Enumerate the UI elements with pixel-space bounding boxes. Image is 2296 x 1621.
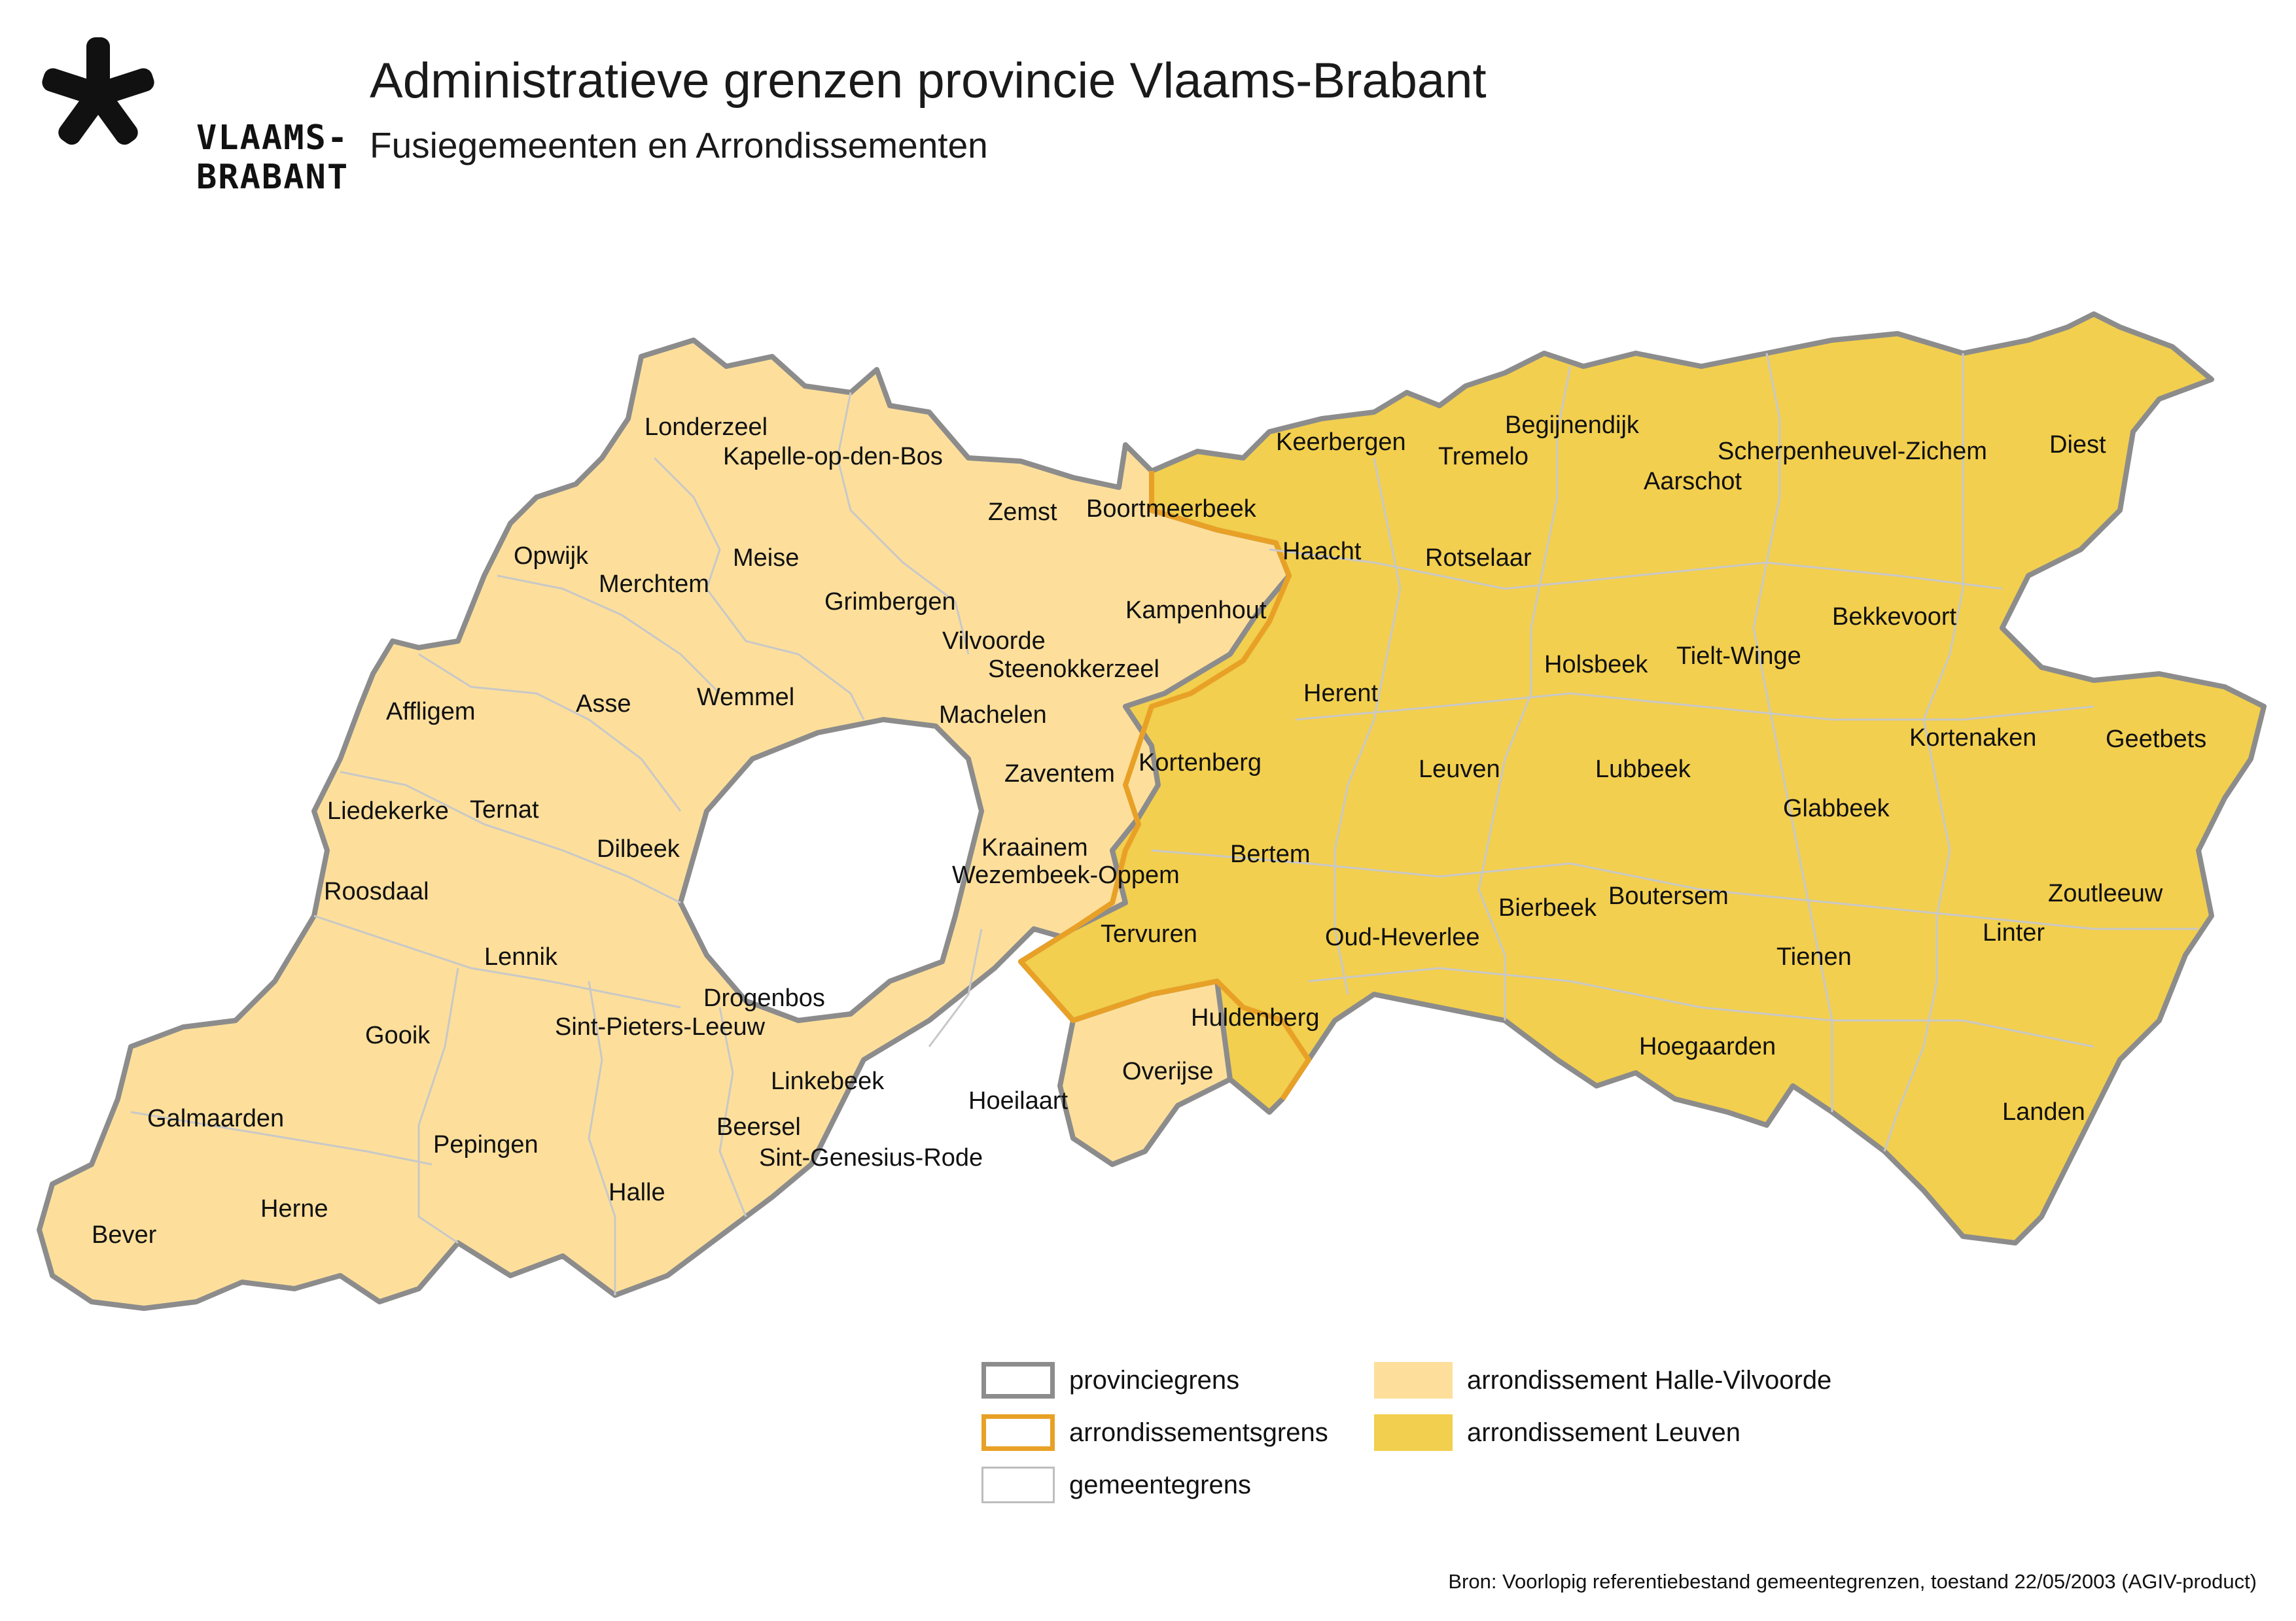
label-sint-pieters-leeuw: Sint-Pieters-Leeuw — [555, 1013, 766, 1041]
label-halle: Halle — [609, 1179, 665, 1206]
label-herent: Herent — [1303, 680, 1378, 707]
label-kraainem: Kraainem — [981, 834, 1088, 862]
label-scherpenheuvel-zichem: Scherpenheuvel-Zichem — [1718, 438, 1987, 465]
legend-item-arrondissementsgrens: arrondissementsgrens — [981, 1413, 1328, 1452]
label-herne: Herne — [260, 1195, 328, 1223]
label-wemmel: Wemmel — [697, 684, 794, 711]
label-merchtem: Merchtem — [599, 570, 709, 598]
arrondissement-boundary-line — [1018, 471, 1311, 1101]
label-sint-genesius-rode: Sint-Genesius-Rode — [759, 1144, 983, 1172]
label-haacht: Haacht — [1282, 538, 1362, 565]
label-pepingen: Pepingen — [433, 1131, 539, 1159]
label-kapelle-op-den-bos: Kapelle-op-den-Bos — [723, 443, 943, 470]
label-aarschot: Aarschot — [1644, 468, 1742, 495]
map-subtitle: Fusiegemeenten en Arrondissementen — [370, 125, 988, 166]
legend-label-leuven: arrondissement Leuven — [1467, 1418, 1741, 1447]
logo-text-line2: BRABANT — [196, 158, 349, 197]
label-tervuren: Tervuren — [1101, 920, 1197, 948]
label-steenokkerzeel: Steenokkerzeel — [988, 655, 1159, 683]
source-note: Bron: Voorlopig referentiebestand gemeen… — [1448, 1570, 2257, 1593]
legend-item-provinciegrens: provinciegrens — [981, 1361, 1239, 1400]
label-bekkevoort: Bekkevoort — [1832, 603, 1957, 631]
label-londerzeel: Londerzeel — [645, 413, 768, 441]
legend-label-arrondissementsgrens: arrondissementsgrens — [1069, 1418, 1328, 1447]
map-title: Administratieve grenzen provincie Vlaams… — [370, 53, 1487, 109]
label-affligem: Affligem — [386, 698, 476, 725]
label-boortmeerbeek: Boortmeerbeek — [1086, 495, 1257, 523]
label-glabbeek: Glabbeek — [1783, 795, 1890, 822]
label-linter: Linter — [1983, 919, 2045, 947]
label-hoeilaart: Hoeilaart — [968, 1087, 1069, 1115]
municipal-boundaries — [130, 353, 2199, 1295]
legend-swatch-arrondissementsgrens — [981, 1414, 1055, 1451]
legend-swatch-leuven — [1374, 1414, 1453, 1451]
label-zemst: Zemst — [988, 498, 1057, 526]
label-tremelo: Tremelo — [1438, 443, 1528, 470]
labels-leuven: Keerbergen Tremelo Begijnendijk Boortmee… — [1086, 411, 2206, 1126]
label-vilvoorde: Vilvoorde — [942, 627, 1046, 655]
label-roosdaal: Roosdaal — [324, 878, 429, 905]
map-legend: provinciegrens arrondissementsgrens geme… — [981, 1361, 1963, 1531]
label-lennik: Lennik — [484, 943, 558, 971]
label-drogenbos: Drogenbos — [703, 985, 825, 1012]
label-wezembeek-oppem: Wezembeek-Oppem — [952, 862, 1180, 889]
label-huldenberg: Huldenberg — [1191, 1004, 1319, 1032]
asterisk-logo-icon — [42, 37, 154, 145]
legend-item-gemeentegrens: gemeentegrens — [981, 1465, 1251, 1505]
label-bierbeek: Bierbeek — [1498, 894, 1597, 922]
logo-text-line1: VLAAMS- — [196, 118, 349, 158]
label-gooik: Gooik — [365, 1022, 431, 1049]
label-bertem: Bertem — [1230, 841, 1310, 868]
label-liedekerke: Liedekerke — [327, 797, 449, 825]
label-boutersem: Boutersem — [1608, 882, 1729, 910]
label-oud-heverlee: Oud-Heverlee — [1325, 924, 1480, 951]
label-holsbeek: Holsbeek — [1544, 651, 1648, 678]
label-overijse: Overijse — [1122, 1058, 1213, 1085]
label-grimbergen: Grimbergen — [824, 588, 956, 616]
legend-swatch-gemeentegrens — [981, 1467, 1055, 1503]
legend-swatch-halle-vilvoorde — [1374, 1362, 1453, 1399]
legend-label-gemeentegrens: gemeentegrens — [1069, 1470, 1251, 1499]
label-rotselaar: Rotselaar — [1425, 544, 1532, 572]
label-galmaarden: Galmaarden — [147, 1105, 284, 1132]
label-zoutleeuw: Zoutleeuw — [2048, 880, 2163, 907]
label-keerbergen: Keerbergen — [1276, 428, 1406, 456]
label-zaventem: Zaventem — [1004, 760, 1115, 788]
label-kortenberg: Kortenberg — [1139, 749, 1262, 776]
label-kortenaken: Kortenaken — [1909, 724, 2036, 752]
label-landen: Landen — [2002, 1098, 2085, 1126]
label-bever: Bever — [92, 1221, 157, 1249]
arrondissement-halle-vilvoorde-area — [37, 338, 1292, 1311]
legend-label-provinciegrens: provinciegrens — [1069, 1365, 1240, 1395]
labels-halle-vilvoorde: Londerzeel Kapelle-op-den-Bos Zemst Opwi… — [92, 413, 1267, 1249]
label-diest: Diest — [2049, 431, 2106, 459]
label-beersel: Beersel — [716, 1113, 801, 1141]
label-lubbeek: Lubbeek — [1595, 756, 1691, 783]
province-logo: VLAAMS- BRABANT — [39, 36, 347, 194]
label-asse: Asse — [576, 690, 631, 718]
label-leuven: Leuven — [1419, 756, 1500, 783]
label-linkebeek: Linkebeek — [771, 1068, 885, 1095]
label-machelen: Machelen — [939, 701, 1047, 729]
label-tienen: Tienen — [1776, 943, 1852, 971]
legend-label-halle-vilvoorde: arrondissement Halle-Vilvoorde — [1467, 1365, 1832, 1395]
label-geetbets: Geetbets — [2106, 725, 2206, 753]
label-opwijk: Opwijk — [514, 542, 589, 570]
legend-swatch-provinciegrens — [981, 1362, 1055, 1399]
legend-item-halle-vilvoorde: arrondissement Halle-Vilvoorde — [1374, 1361, 1831, 1400]
label-dilbeek: Dilbeek — [597, 835, 680, 863]
label-meise: Meise — [733, 544, 799, 572]
label-begijnendijk: Begijnendijk — [1505, 411, 1640, 439]
label-tielt-winge: Tielt-Winge — [1676, 642, 1801, 670]
legend-item-leuven: arrondissement Leuven — [1374, 1413, 1740, 1452]
label-ternat: Ternat — [470, 796, 539, 824]
label-kampenhout: Kampenhout — [1125, 597, 1267, 624]
label-hoegaarden: Hoegaarden — [1639, 1033, 1776, 1060]
